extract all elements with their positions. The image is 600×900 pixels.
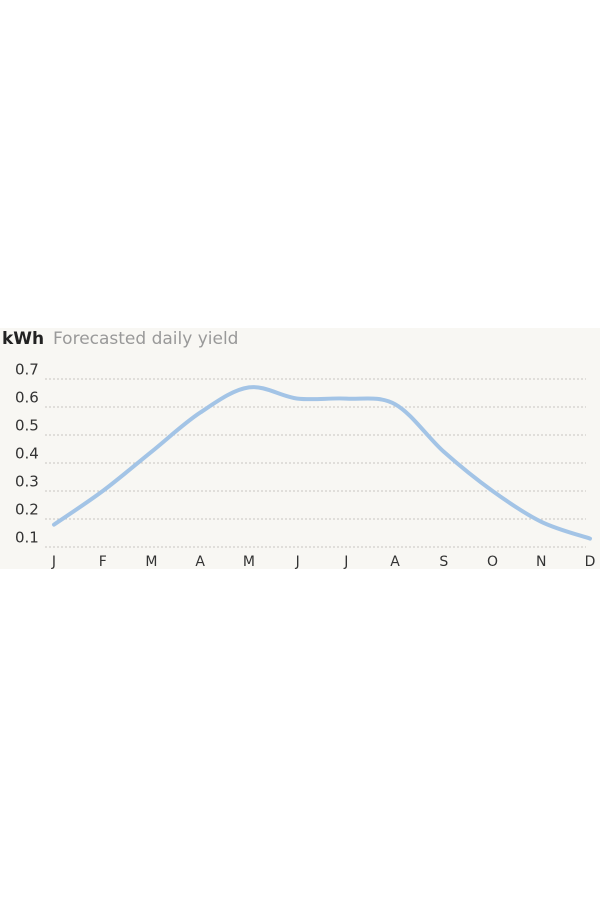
y-tick-label: 0.7 bbox=[15, 361, 39, 379]
x-tick-label: M bbox=[145, 554, 157, 570]
x-tick-label: J bbox=[51, 554, 56, 570]
x-tick-label: J bbox=[343, 554, 348, 570]
y-tick-label: 0.3 bbox=[15, 473, 39, 491]
x-tick-label: N bbox=[536, 554, 546, 570]
y-tick-label: 0.6 bbox=[15, 389, 39, 407]
chart-title: Forecasted daily yield bbox=[53, 329, 238, 349]
x-tick-label: A bbox=[195, 554, 205, 570]
data-line bbox=[52, 385, 592, 541]
x-tick-label: D bbox=[585, 554, 596, 570]
y-tick-label: 0.5 bbox=[15, 417, 39, 435]
y-tick-label: 0.2 bbox=[15, 501, 39, 519]
x-tick-label: M bbox=[243, 554, 255, 570]
unit-label: kWh bbox=[2, 329, 44, 349]
x-tick-label: O bbox=[487, 554, 498, 570]
x-tick-label: F bbox=[99, 554, 107, 570]
x-tick-label: J bbox=[295, 554, 300, 570]
x-tick-label: S bbox=[439, 554, 448, 570]
y-tick-label: 0.1 bbox=[15, 529, 39, 547]
x-tick-label: A bbox=[390, 554, 400, 570]
chart-background bbox=[0, 328, 600, 569]
y-tick-label: 0.4 bbox=[15, 445, 39, 463]
